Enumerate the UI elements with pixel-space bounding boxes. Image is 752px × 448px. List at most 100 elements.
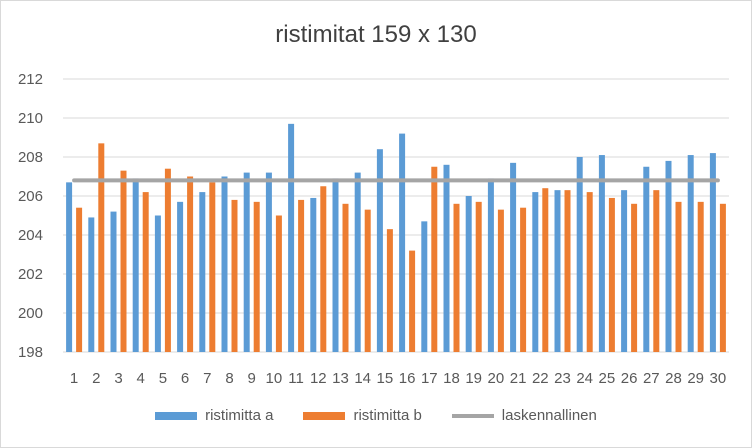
y-tick-label: 210 bbox=[18, 110, 43, 127]
y-tick-label: 208 bbox=[18, 149, 43, 166]
bar-a bbox=[399, 133, 406, 352]
bar-a bbox=[598, 155, 605, 352]
bar-b bbox=[520, 207, 527, 352]
legend-swatch bbox=[451, 413, 494, 418]
bar-a bbox=[221, 176, 228, 352]
bar-b bbox=[298, 199, 305, 352]
x-tick-label: 5 bbox=[159, 370, 167, 387]
x-tick-label: 25 bbox=[599, 370, 616, 387]
x-tick-label: 7 bbox=[203, 370, 211, 387]
bar-b bbox=[453, 203, 460, 352]
bar-a bbox=[576, 157, 583, 352]
bar-a bbox=[709, 153, 716, 352]
bar-a bbox=[443, 164, 450, 352]
x-tick-label: 8 bbox=[225, 370, 233, 387]
bar-a bbox=[354, 172, 361, 352]
x-tick-label: 11 bbox=[288, 370, 304, 387]
x-tick-label: 26 bbox=[621, 370, 638, 387]
y-tick-label: 202 bbox=[18, 266, 43, 283]
y-tick-label: 198 bbox=[18, 344, 43, 361]
x-tick-label: 30 bbox=[710, 370, 727, 387]
bar-b bbox=[275, 215, 282, 352]
bar-b bbox=[542, 188, 549, 352]
x-tick-label: 10 bbox=[266, 370, 283, 387]
x-tick-label: 14 bbox=[354, 370, 371, 387]
x-tick-label: 29 bbox=[687, 370, 704, 387]
bar-b bbox=[187, 176, 194, 352]
bar-a bbox=[487, 178, 494, 352]
bar-b bbox=[364, 209, 371, 352]
bar-a bbox=[643, 166, 650, 352]
bar-b bbox=[409, 250, 416, 352]
x-tick-label: 9 bbox=[248, 370, 256, 387]
bar-b bbox=[386, 229, 393, 352]
legend-swatch bbox=[303, 411, 346, 420]
legend-item: ristimitta a bbox=[155, 407, 273, 424]
bar-b bbox=[320, 186, 327, 352]
bar-a bbox=[376, 149, 383, 352]
legend-item: laskennallinen bbox=[451, 407, 597, 424]
bar-b bbox=[586, 192, 593, 352]
bar-a bbox=[66, 182, 73, 352]
x-tick-label: 15 bbox=[377, 370, 394, 387]
x-tick-label: 3 bbox=[114, 370, 122, 387]
bar-a bbox=[88, 217, 95, 352]
bar-b bbox=[653, 190, 660, 352]
bar-b bbox=[142, 192, 149, 352]
bar-b bbox=[697, 201, 704, 352]
x-tick-label: 18 bbox=[443, 370, 460, 387]
bar-b bbox=[564, 190, 571, 352]
bar-b bbox=[631, 203, 638, 352]
bar-b bbox=[431, 166, 438, 352]
bar-b bbox=[98, 143, 105, 352]
bar-a bbox=[421, 221, 428, 352]
bar-a bbox=[532, 192, 539, 352]
x-tick-label: 27 bbox=[643, 370, 660, 387]
legend-label: ristimitta a bbox=[205, 407, 274, 424]
bar-a bbox=[132, 178, 139, 352]
bar-a bbox=[332, 178, 339, 352]
x-tick-label: 12 bbox=[310, 370, 327, 387]
y-tick-label: 200 bbox=[18, 305, 43, 322]
bar-b bbox=[719, 203, 726, 352]
bar-b bbox=[164, 168, 171, 352]
x-tick-label: 19 bbox=[465, 370, 482, 387]
y-tick-label: 204 bbox=[18, 227, 43, 244]
bar-a bbox=[243, 172, 250, 352]
bar-a bbox=[177, 201, 184, 352]
bar-a bbox=[265, 172, 272, 352]
legend-item: ristimitta b bbox=[303, 407, 422, 424]
bar-b bbox=[231, 199, 238, 352]
x-tick-label: 16 bbox=[399, 370, 416, 387]
x-tick-label: 2 bbox=[92, 370, 100, 387]
bar-b bbox=[608, 197, 615, 352]
legend-label: ristimitta b bbox=[353, 407, 422, 424]
bar-a bbox=[199, 192, 206, 352]
bar-a bbox=[310, 197, 317, 352]
bar-a bbox=[621, 190, 628, 352]
bar-b bbox=[76, 207, 83, 352]
x-tick-label: 23 bbox=[554, 370, 571, 387]
y-tick-label: 212 bbox=[18, 71, 43, 88]
bar-a bbox=[110, 211, 117, 352]
bar-b bbox=[497, 209, 504, 352]
x-tick-label: 24 bbox=[576, 370, 593, 387]
x-tick-label: 21 bbox=[510, 370, 527, 387]
x-tick-label: 4 bbox=[137, 370, 145, 387]
chart-title: ristimitat 159 x 130 bbox=[275, 21, 477, 48]
bar-b bbox=[475, 201, 482, 352]
x-tick-label: 1 bbox=[70, 370, 78, 387]
x-tick-label: 17 bbox=[421, 370, 438, 387]
x-tick-label: 13 bbox=[332, 370, 349, 387]
bar-a bbox=[154, 215, 161, 352]
bar-a bbox=[665, 160, 672, 352]
x-tick-label: 6 bbox=[181, 370, 189, 387]
bar-a bbox=[687, 155, 694, 352]
legend: ristimitta a ristimitta b laskennallinen bbox=[1, 407, 751, 424]
bar-a bbox=[554, 190, 561, 352]
bar-a bbox=[465, 196, 472, 352]
x-tick-label: 22 bbox=[532, 370, 549, 387]
legend-swatch bbox=[155, 411, 198, 420]
y-tick-label: 206 bbox=[18, 188, 43, 205]
